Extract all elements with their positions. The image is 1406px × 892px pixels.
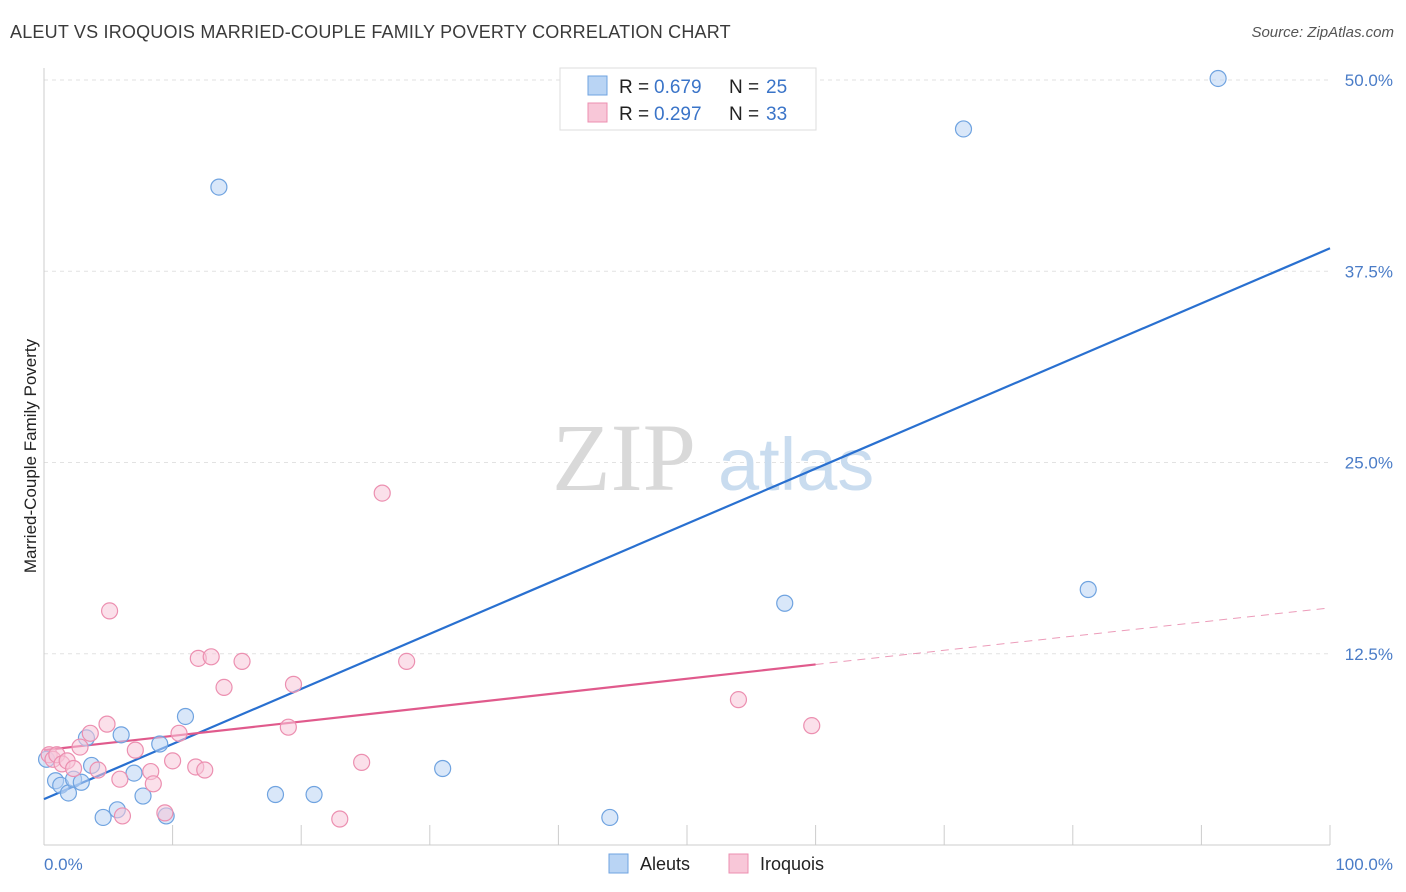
point-iroquois-27	[331, 810, 349, 828]
y-tick-label-3: 50.0%	[1345, 71, 1393, 90]
y-axis-tick-labels: 12.5% 25.0% 37.5% 50.0%	[1345, 71, 1393, 664]
point-iroquois-26	[284, 675, 303, 693]
legend-r-value-iroquois: 0.297	[654, 104, 702, 125]
point-aleuts-18	[305, 785, 323, 804]
bottom-legend-label-aleuts: Aleuts	[640, 854, 690, 874]
point-iroquois-18	[170, 724, 188, 742]
point-aleuts-21	[776, 594, 794, 612]
bottom-legend-swatch-iroquois	[728, 853, 749, 874]
watermark-zip: ZIP	[552, 404, 696, 511]
legend-r-label-aleuts: R =	[619, 77, 649, 98]
point-iroquois-11	[111, 770, 129, 788]
legend-swatch-iroquois	[587, 102, 608, 123]
trend-lines	[43, 247, 1331, 801]
legend-n-value-iroquois: 33	[766, 104, 787, 125]
bottom-legend-swatch-aleuts	[608, 853, 629, 874]
point-iroquois-32	[803, 717, 821, 735]
chart-title: ALEUT VS IROQUOIS MARRIED-COUPLE FAMILY …	[10, 22, 731, 42]
point-aleuts-10	[94, 808, 112, 827]
y-tick-label-0: 12.5%	[1345, 645, 1393, 664]
source-credit: Source: ZipAtlas.com	[1251, 24, 1394, 41]
point-iroquois-13	[126, 741, 144, 759]
point-iroquois-25	[279, 718, 297, 736]
x-axis-ticks	[43, 825, 1331, 845]
point-iroquois-17	[164, 752, 182, 770]
point-iroquois-8	[89, 761, 107, 779]
point-iroquois-28	[353, 753, 371, 771]
point-aleuts-17	[266, 785, 285, 804]
point-aleuts-22	[954, 120, 973, 138]
bottom-legend: Aleuts Iroquois	[608, 853, 824, 874]
point-aleuts-11	[125, 764, 143, 782]
legend: R = 0.679 N = 25 R = 0.297 N = 33	[559, 67, 817, 131]
point-aleuts-16	[210, 178, 228, 196]
y-tick-label-1: 25.0%	[1345, 454, 1393, 473]
point-aleuts-19	[434, 759, 452, 778]
legend-r-label-iroquois: R =	[619, 104, 649, 125]
bottom-legend-label-iroquois: Iroquois	[760, 854, 824, 874]
watermark-atlas: atlas	[718, 423, 874, 506]
point-iroquois-7	[81, 724, 99, 742]
trend-line-aleuts	[43, 247, 1331, 801]
point-aleuts-20	[601, 808, 619, 827]
legend-n-label-aleuts: N =	[729, 77, 759, 98]
point-iroquois-21	[196, 761, 214, 779]
point-iroquois-22	[202, 648, 220, 666]
x-tick-label-max: 100.0%	[1335, 855, 1393, 874]
point-iroquois-5	[64, 759, 83, 778]
legend-swatch-aleuts	[587, 75, 608, 96]
y-tick-label-2: 37.5%	[1345, 262, 1393, 281]
watermark: ZIP atlas	[552, 404, 874, 511]
point-iroquois-30	[398, 652, 416, 671]
legend-n-label-iroquois: N =	[729, 104, 759, 125]
point-iroquois-6	[71, 738, 89, 756]
legend-n-value-aleuts: 25	[766, 77, 787, 98]
legend-r-value-aleuts: 0.679	[654, 77, 702, 98]
point-aleuts-23	[1079, 580, 1097, 599]
point-iroquois-23	[215, 678, 233, 697]
point-aleuts-15	[176, 707, 195, 726]
y-axis-label: Married-Couple Family Poverty	[21, 338, 40, 573]
x-tick-label-min: 0.0%	[44, 855, 83, 874]
point-aleuts-12	[134, 787, 152, 805]
trend-extension-iroquois	[815, 607, 1331, 665]
point-iroquois-24	[233, 652, 251, 671]
point-aleuts-24	[1209, 69, 1227, 88]
point-iroquois-15	[144, 775, 162, 793]
point-iroquois-29	[373, 484, 391, 502]
point-iroquois-12	[113, 807, 132, 825]
data-points	[37, 69, 1227, 828]
point-iroquois-9	[98, 715, 116, 733]
point-aleuts-9	[112, 726, 130, 744]
point-aleuts-13	[151, 735, 169, 753]
point-iroquois-16	[156, 804, 174, 822]
point-iroquois-31	[729, 691, 748, 709]
point-aleuts-5	[72, 773, 90, 791]
point-iroquois-10	[100, 602, 119, 620]
